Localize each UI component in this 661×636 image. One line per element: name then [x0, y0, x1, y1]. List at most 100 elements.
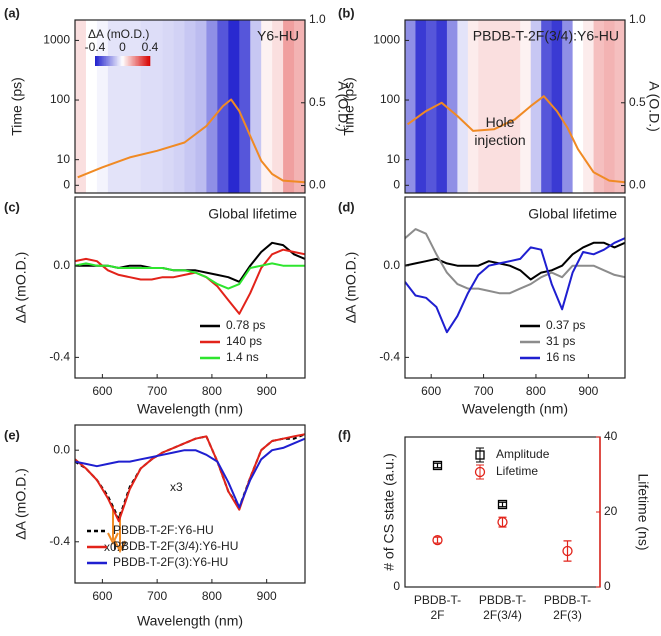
colorbar-cell — [97, 56, 100, 66]
colorbar-cell — [103, 56, 105, 66]
heatmap-cell — [129, 20, 142, 193]
y-tick-label: 100 — [50, 92, 70, 106]
legend-label: Lifetime — [496, 464, 538, 478]
series-line — [75, 262, 305, 290]
heatmap-cell — [614, 20, 625, 193]
x-tick-label: 600 — [421, 384, 441, 398]
heatmap-cell — [250, 20, 262, 193]
colorbar-cell — [144, 56, 147, 66]
y-tick-label: 100 — [380, 92, 400, 106]
colorbar-cell — [128, 56, 130, 66]
series-line — [405, 228, 625, 295]
series-line — [77, 98, 305, 184]
colorbar-cell — [101, 56, 104, 66]
colorbar-cell — [100, 56, 103, 66]
legend-label: PBDB-T-2F:Y6-HU — [113, 523, 214, 537]
x-tick-label: 600 — [92, 589, 112, 603]
legend-marker — [476, 447, 484, 463]
heatmap-cell — [272, 20, 284, 193]
y-axis-label: Time (ps) — [9, 77, 25, 136]
heatmap-cell — [151, 20, 164, 193]
colorbar-cell — [99, 56, 101, 66]
panel: (e) 600 700 800 900 0.0 -0.4 ΔA (mO.D.) Waveleng… — [4, 424, 306, 629]
series-line — [75, 241, 305, 283]
panel: (c) 600 700 800 900 0.0 -0.4 ΔA (mO.D.) Waveleng… — [4, 196, 306, 417]
error-bar — [563, 540, 572, 562]
colorbar-cell — [107, 56, 110, 66]
x-tick-label: 700 — [147, 384, 167, 398]
heatmap-cell — [294, 20, 305, 193]
heatmap-cell — [499, 20, 511, 193]
colorbar-label: ΔA (mO.D.) — [88, 27, 149, 41]
series-line — [75, 248, 305, 315]
x-tick-label: 800 — [526, 384, 546, 398]
y-tick-label: 0 — [393, 177, 400, 191]
legend-label: 1.4 ns — [226, 350, 259, 364]
colorbar-tick-label: -0.4 — [85, 40, 106, 54]
heatmap-cell — [96, 20, 109, 193]
panel: (a) 0 10 100 1000 0.0 0.5 1.0 Time (ps) A (O.D.) Y… — [4, 5, 351, 194]
frame — [404, 19, 626, 194]
y-axis-label: ΔA (mO.D.) — [13, 252, 29, 324]
y-axis-label: ΔA (mO.D.) — [343, 252, 359, 324]
y-tick-label: 0.0 — [53, 442, 70, 456]
colorbar-cell — [134, 56, 137, 66]
x-axis-label: Wavelength (nm) — [462, 401, 568, 417]
colorbar-tick-label: 0 — [119, 40, 126, 54]
y2-tick-label: 0.5 — [629, 95, 646, 109]
colorbar-cell — [111, 56, 114, 66]
point — [497, 516, 508, 528]
x-tick-label: 900 — [578, 384, 598, 398]
colorbar-cell — [117, 56, 119, 66]
panel-label: (f) — [338, 427, 351, 442]
colorbar-cell — [108, 56, 111, 66]
y-tick-label: 0.0 — [383, 258, 400, 272]
colorbar-cell — [115, 56, 118, 66]
colorbar-cell — [141, 56, 144, 66]
heatmap-cell — [184, 20, 196, 193]
y2-tick-label: 1.0 — [309, 12, 326, 26]
heatmap-cell — [509, 20, 521, 193]
panel: (f) PBDB-T-2F PBDB-T-2F(3/4) PBDB-T-2F(3) 0 0… — [338, 427, 651, 622]
heatmap-cell — [85, 20, 98, 193]
panel-label: (a) — [4, 5, 20, 20]
colorbar-cell — [121, 56, 123, 66]
scale-arrows — [107, 506, 126, 554]
error-bar — [433, 462, 442, 469]
colorbar-cell — [145, 56, 148, 66]
colorbar-cell — [126, 56, 129, 66]
colorbar-cell — [104, 56, 107, 66]
legend-label: 31 ps — [546, 334, 575, 348]
panel-label: (b) — [338, 5, 355, 20]
heatmap-cell — [530, 20, 542, 193]
y2-tick-label: 1.0 — [629, 12, 646, 26]
y-tick-label: 10 — [387, 152, 401, 166]
x-tick-label: 900 — [257, 589, 277, 603]
heatmap-cell — [572, 20, 584, 193]
series-line — [405, 241, 625, 281]
colorbar-cell — [122, 56, 125, 66]
y-tick-label: -0.4 — [49, 534, 70, 548]
y2-tick-label: 40 — [604, 429, 618, 443]
colorbar-cell — [110, 56, 112, 66]
legend-label: 16 ns — [546, 350, 575, 364]
point — [497, 499, 508, 510]
point — [432, 460, 443, 471]
series-line — [407, 95, 625, 184]
colorbar-cell — [139, 56, 141, 66]
x-tick-label: 800 — [202, 589, 222, 603]
y-tick-label: 0.0 — [53, 258, 70, 272]
frame — [74, 424, 306, 584]
heatmap-cell — [520, 20, 532, 193]
heatmap-cell — [593, 20, 605, 193]
legend-label: 0.37 ps — [546, 318, 585, 332]
error-bar — [498, 501, 507, 508]
y2-axis-label: Lifetime (ns) — [635, 473, 651, 550]
y-axis-label: # of CS state (a.u.) — [381, 453, 397, 571]
heatmap-cell — [467, 20, 479, 193]
plot-area — [405, 228, 625, 334]
heatmap-cell — [162, 20, 175, 193]
legend-marker — [476, 464, 484, 480]
y-axis-label: Time (ps) — [341, 77, 357, 136]
heatmap-cell — [457, 20, 469, 193]
